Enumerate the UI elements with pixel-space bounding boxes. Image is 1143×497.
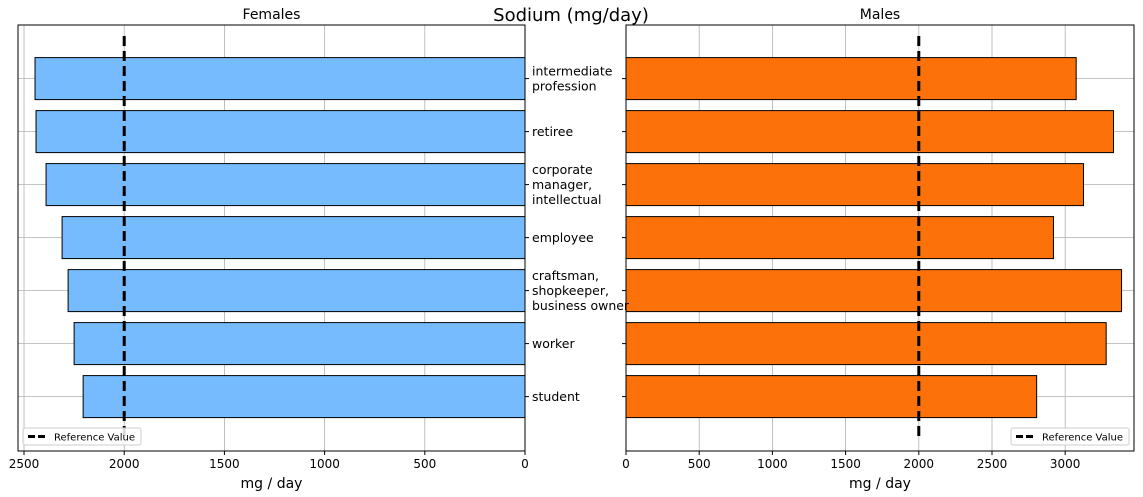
males-bar xyxy=(625,110,1115,154)
females-bar xyxy=(34,57,526,101)
category-label: intermediate profession xyxy=(532,64,613,94)
x-tick-label: 2500 xyxy=(9,457,40,471)
females-title: Females xyxy=(243,7,301,23)
x-tick-label: 500 xyxy=(413,457,436,471)
legend-label: Reference Value xyxy=(1042,433,1123,444)
x-tick-label: 0 xyxy=(622,457,630,471)
females-bar xyxy=(35,110,526,154)
category-label: corporate manager, intellectual xyxy=(532,162,601,207)
females-bar xyxy=(73,322,526,366)
females-bar xyxy=(61,216,526,260)
category-label: craftsman, shopkeeper, business owner xyxy=(532,268,630,313)
males-bar xyxy=(625,57,1077,101)
x-tick-label: 2000 xyxy=(109,457,140,471)
females-bar xyxy=(45,163,526,207)
males-bar xyxy=(625,269,1123,313)
legend-label: Reference Value xyxy=(54,433,135,444)
x-tick-label: 2500 xyxy=(977,457,1008,471)
category-label: worker xyxy=(532,336,575,351)
males-title: Males xyxy=(860,7,900,23)
x-tick-label: 1500 xyxy=(830,457,861,471)
x-tick-label: 1500 xyxy=(209,457,240,471)
legend-box xyxy=(1010,427,1130,446)
females-xlabel: mg / day xyxy=(241,476,303,492)
males-bar xyxy=(625,216,1054,260)
females-bar xyxy=(82,375,526,419)
females-bar xyxy=(67,269,526,313)
females-panel: 2500 2000 1500 1000 500 0 mg / day Females Refer… xyxy=(9,7,529,492)
x-tick-label: 500 xyxy=(688,457,711,471)
males-bar xyxy=(625,375,1038,419)
category-label: retiree xyxy=(532,124,573,139)
x-tick-label: 0 xyxy=(521,457,529,471)
males-panel: 0 500 1000 1500 2000 2500 3000 mg / day Males Ref… xyxy=(622,7,1135,492)
x-tick-label: 3000 xyxy=(1050,457,1081,471)
males-bar xyxy=(625,322,1107,366)
figure-title: Sodium (mg/day) xyxy=(493,5,649,26)
category-label: student xyxy=(532,389,580,404)
x-tick-label: 1000 xyxy=(309,457,340,471)
females-legend: Reference Value xyxy=(22,427,142,446)
category-label: employee xyxy=(532,230,594,245)
males-xlabel: mg / day xyxy=(849,476,911,492)
males-bar xyxy=(625,163,1084,207)
category-labels: intermediate profession retiree corporate ma… xyxy=(532,64,630,405)
x-tick-label: 2000 xyxy=(904,457,935,471)
legend-box xyxy=(22,427,142,446)
x-tick-label: 1000 xyxy=(757,457,788,471)
males-legend: Reference Value xyxy=(1010,427,1130,446)
